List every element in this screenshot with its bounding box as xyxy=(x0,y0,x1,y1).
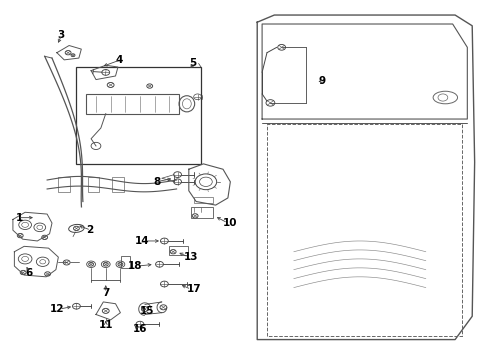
Text: 1: 1 xyxy=(15,213,23,222)
Text: 10: 10 xyxy=(223,218,238,228)
Text: 17: 17 xyxy=(186,284,201,294)
Text: 3: 3 xyxy=(57,30,64,40)
Text: 11: 11 xyxy=(98,320,113,330)
Bar xyxy=(88,177,99,192)
Text: 14: 14 xyxy=(135,236,150,246)
Text: 5: 5 xyxy=(189,58,196,68)
Text: 7: 7 xyxy=(102,288,109,298)
Text: 13: 13 xyxy=(184,252,198,262)
Bar xyxy=(122,256,130,268)
Text: 8: 8 xyxy=(154,177,161,187)
Bar xyxy=(58,177,70,192)
Text: 16: 16 xyxy=(133,324,147,334)
Bar xyxy=(86,94,179,114)
Bar xyxy=(194,197,213,203)
Bar xyxy=(169,246,188,255)
Bar xyxy=(112,177,124,192)
Text: 4: 4 xyxy=(116,55,123,65)
Text: 12: 12 xyxy=(49,304,64,314)
Text: 18: 18 xyxy=(128,261,143,271)
Bar xyxy=(76,67,201,164)
Text: 6: 6 xyxy=(25,268,32,278)
Text: 9: 9 xyxy=(318,76,325,86)
Text: 15: 15 xyxy=(140,306,154,316)
Bar xyxy=(191,207,213,218)
Text: 2: 2 xyxy=(86,225,94,235)
